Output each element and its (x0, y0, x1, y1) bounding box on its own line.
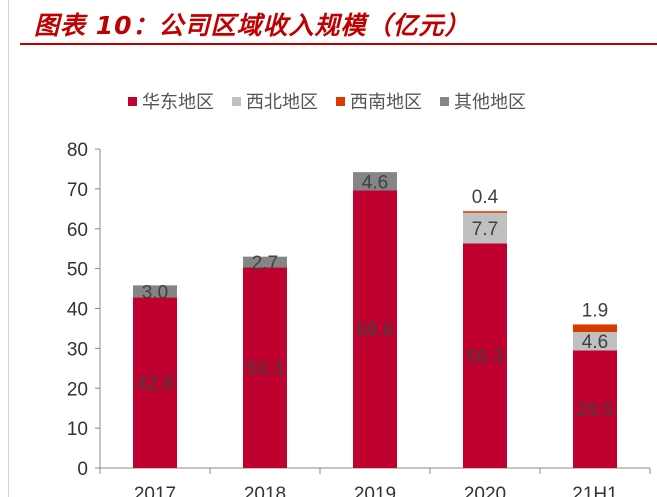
data-label: 1.9 (582, 300, 608, 321)
y-tick-label: 30 (67, 339, 88, 360)
bar-segment (463, 211, 507, 213)
bar-segment (353, 172, 397, 191)
legend-swatch (128, 96, 137, 106)
bar-segment (573, 350, 617, 468)
y-tick-label: 70 (67, 180, 88, 201)
title-underline (20, 43, 657, 45)
x-tick-label: 2020 (464, 484, 506, 497)
bar-segment (243, 267, 287, 468)
bar-segment (133, 285, 177, 298)
x-tick-label: 2019 (354, 484, 396, 497)
data-label: 3.0 (142, 282, 168, 303)
legend-item: 西北地区 (232, 88, 318, 114)
x-tick-label: 2018 (244, 484, 286, 497)
legend-item: 华东地区 (128, 88, 214, 114)
bar-segment (463, 243, 507, 468)
y-tick-label: 60 (67, 220, 88, 241)
data-label: 2.7 (252, 253, 278, 274)
bar-segment (573, 332, 617, 351)
left-border (8, 0, 9, 497)
legend-swatch (232, 96, 241, 106)
y-tick-label: 40 (67, 300, 88, 321)
bar-segment (573, 324, 617, 333)
data-label: 56.3 (467, 347, 504, 368)
bar-segment (133, 297, 177, 468)
data-label: 42.8 (137, 374, 174, 395)
x-tick-label: 2017 (134, 484, 176, 497)
chart-title: 图表 10：公司区域收入规模（亿元） (34, 11, 471, 40)
bar-segment (463, 212, 507, 244)
legend-label: 其他地区 (454, 92, 526, 113)
data-label: 50.3 (247, 359, 284, 380)
legend-label: 华东地区 (142, 92, 214, 113)
legend-swatch (440, 96, 449, 106)
y-tick-label: 0 (77, 459, 88, 480)
y-tick-label: 20 (67, 379, 88, 400)
data-label: 4.6 (582, 332, 608, 353)
bar-segment (353, 190, 397, 468)
data-label: 4.6 (362, 172, 388, 193)
bar-segment (243, 256, 287, 268)
y-tick-label: 10 (67, 419, 88, 440)
legend-swatch (336, 96, 345, 106)
data-label: 29.5 (577, 400, 614, 421)
data-label: 0.4 (472, 187, 499, 208)
data-label: 7.7 (472, 219, 498, 240)
legend: 华东地区 西北地区 西南地区 其他地区 (128, 88, 526, 114)
y-tick-label: 50 (67, 260, 88, 281)
x-tick-label: 21H1 (572, 484, 617, 497)
legend-label: 西北地区 (246, 92, 318, 113)
legend-item: 西南地区 (336, 88, 422, 114)
legend-label: 西南地区 (350, 92, 422, 113)
data-label: 69.6 (357, 320, 394, 341)
legend-item: 其他地区 (440, 88, 526, 114)
y-tick-label: 80 (67, 140, 88, 161)
